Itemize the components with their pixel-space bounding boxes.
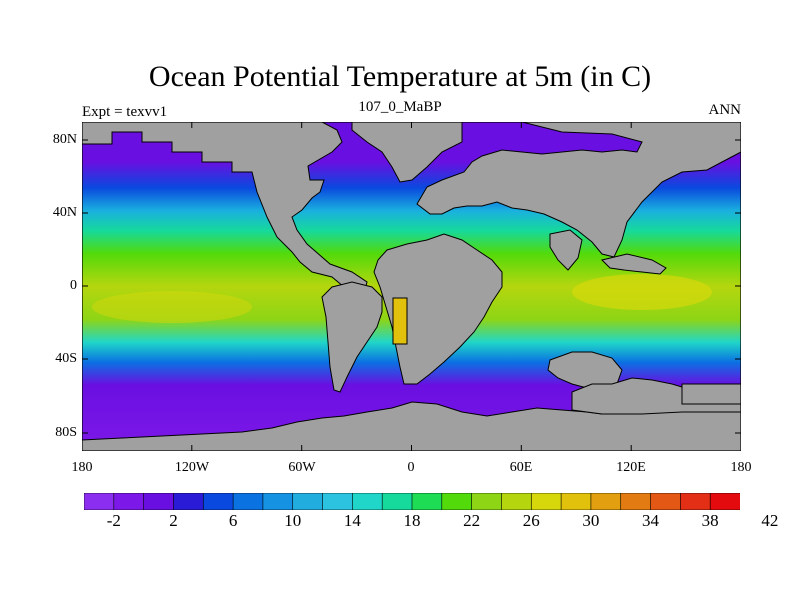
colorbar-swatch — [322, 493, 353, 510]
landmass-greenland — [351, 122, 463, 183]
colorbar-swatch — [381, 493, 413, 510]
colorbar-swatch — [530, 493, 562, 510]
colorbar-swatch — [680, 493, 711, 510]
lon-tick-label: 180 — [71, 460, 93, 475]
colorbar-swatch — [590, 493, 622, 510]
map-ticks — [82, 122, 741, 451]
plot-subtitle: 107_0_MaBP — [358, 99, 442, 115]
colorbar-label: 30 — [582, 511, 600, 530]
colorbar-label: 2 — [169, 511, 178, 530]
lon-tick-label: 120W — [174, 460, 210, 475]
landmass-eurasia — [416, 122, 741, 258]
colorbar-swatch — [113, 493, 145, 510]
landmass-india — [549, 229, 583, 271]
lon-tick-label: 120E — [616, 460, 646, 475]
colorbar — [84, 493, 740, 510]
colorbar-label: 26 — [522, 511, 540, 530]
colorbar-label: 14 — [343, 511, 361, 530]
lat-tick-label: 80S — [55, 425, 77, 440]
landmass-africa — [373, 233, 503, 385]
colorbar-swatch — [650, 493, 681, 510]
colorbar-swatch — [292, 493, 324, 510]
colorbar-label: 10 — [284, 511, 302, 530]
lat-tick-label: 40N — [52, 205, 77, 220]
colorbar-swatch — [441, 493, 473, 510]
warm-inland-sea — [392, 297, 408, 345]
colorbar-swatch — [411, 493, 443, 510]
colorbar-swatch — [173, 493, 204, 510]
lat-tick-label: 0 — [70, 278, 77, 293]
colorbar-label: -2 — [106, 511, 121, 530]
colorbar-label: 34 — [642, 511, 660, 530]
colorbar-label: 22 — [463, 511, 481, 530]
temperature-map — [82, 122, 741, 451]
warm-pool — [572, 274, 712, 310]
landmass-east-pacific-block — [681, 383, 741, 405]
warm-pool — [92, 291, 252, 323]
lat-tick-label: 40S — [55, 351, 77, 366]
colorbar-swatch — [471, 493, 503, 510]
plot-title: Ocean Potential Temperature at 5m (in C) — [148, 60, 652, 93]
colorbar-swatch — [352, 493, 383, 510]
colorbar-label: 38 — [701, 511, 719, 530]
colorbar-swatch — [202, 493, 234, 510]
colorbar-swatch — [262, 493, 294, 510]
lon-tick-label: 60W — [288, 460, 316, 475]
colorbar-label: 18 — [403, 511, 421, 530]
colorbar-label: 42 — [761, 511, 779, 530]
colorbar-label: 6 — [228, 511, 238, 530]
colorbar-swatch — [709, 493, 740, 510]
colorbar-swatch — [143, 493, 175, 510]
colorbar-swatch — [620, 493, 652, 510]
lon-tick-label: 0 — [407, 460, 415, 475]
lat-tick-label: 80N — [52, 132, 77, 147]
landmass-southeast-asia — [601, 253, 667, 275]
lon-tick-label: 60E — [509, 460, 533, 475]
colorbar-swatch — [560, 493, 592, 510]
landmass-south-america — [321, 281, 383, 393]
colorbar-swatch — [501, 493, 532, 510]
colorbar-swatch — [84, 493, 115, 510]
experiment-label: Expt = texvv1 — [82, 104, 168, 120]
lon-tick-label: 180 — [730, 460, 752, 475]
land-masses — [82, 122, 741, 451]
season-label: ANN — [708, 102, 742, 118]
colorbar-swatch — [232, 493, 264, 510]
